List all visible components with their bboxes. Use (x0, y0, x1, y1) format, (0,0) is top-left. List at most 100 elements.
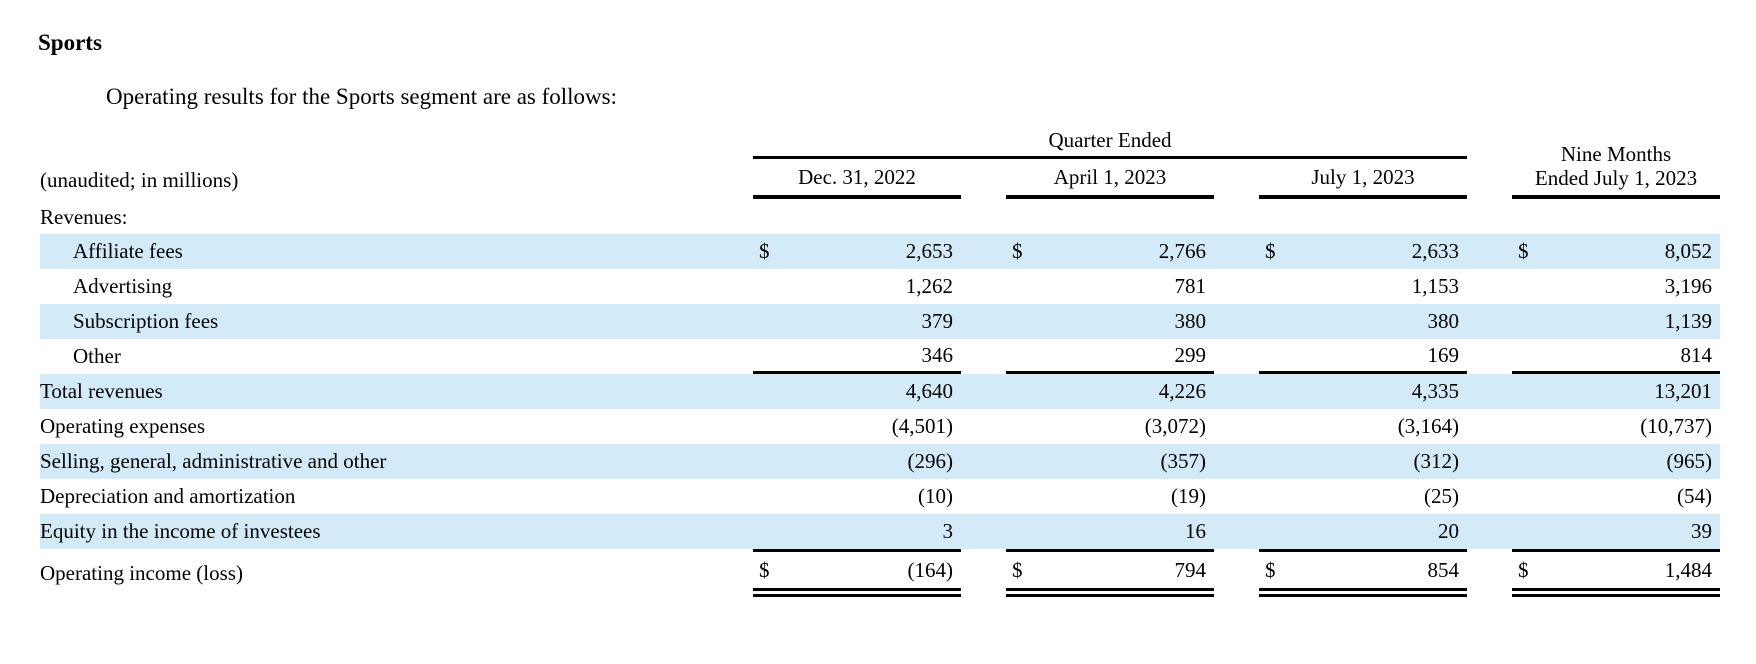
value-cell-group: 3,196 (1512, 269, 1720, 304)
row-label: Advertising (73, 274, 173, 298)
table-row: Advertising 1,262 781 1,153 3,196 (40, 269, 1720, 304)
value-cell-group: $1,484 (1512, 549, 1720, 597)
cell-value: (54) (1677, 484, 1712, 508)
value-cell-group: (25) (1259, 479, 1467, 514)
table-row: Affiliate fees $2,653 $2,766 $2,633 $8,052 (40, 234, 1720, 269)
quarter-ended-group: Quarter Ended Dec. 31, 2022 April 1, 202… (753, 128, 1467, 199)
cell-value: 1,484 (1664, 557, 1712, 582)
row-label: Depreciation and amortization (40, 484, 296, 508)
cell-value: 4,335 (1411, 379, 1459, 403)
cell-value: 380 (1174, 309, 1207, 333)
currency-symbol: $ (1012, 557, 1023, 582)
value-cell-group: $794 (1006, 549, 1214, 597)
currency-symbol: $ (1518, 557, 1529, 582)
cell-value: 4,640 (905, 379, 953, 403)
column-header-nine-months: Nine Months Ended July 1, 2023 (1512, 142, 1720, 199)
row-label: Other (73, 344, 121, 368)
row-label: Total revenues (40, 379, 163, 403)
row-label: Selling, general, administrative and oth… (40, 449, 387, 473)
cell-value: 16 (1185, 519, 1206, 543)
cell-value: 8,052 (1664, 239, 1712, 263)
table-row: Depreciation and amortization (10) (19) (25… (40, 479, 1720, 514)
cell-value: (3,072) (1144, 414, 1206, 438)
cell-value: 2,766 (1158, 239, 1206, 263)
value-cell-group: $2,766 (1006, 234, 1214, 269)
cell-value: (10,737) (1640, 414, 1712, 438)
cell-value: (357) (1160, 449, 1207, 473)
value-cell-group: (357) (1006, 444, 1214, 479)
value-cell-group: (10) (753, 479, 961, 514)
cell-value: (19) (1171, 484, 1206, 508)
cell-value: 2,633 (1411, 239, 1459, 263)
value-cell-group: 299 (1006, 339, 1214, 374)
value-cell-group: 346 (753, 339, 961, 374)
cell-value: 169 (1427, 342, 1460, 367)
cell-value: (25) (1424, 484, 1459, 508)
value-cell-group: $854 (1259, 549, 1467, 597)
value-cell-group: 39 (1512, 514, 1720, 549)
row-label: Affiliate fees (73, 239, 183, 263)
table-body: Affiliate fees $2,653 $2,766 $2,633 $8,052 Ad… (40, 234, 1720, 597)
cell-value: 13,201 (1654, 379, 1712, 403)
column-header-q3: July 1, 2023 (1259, 165, 1467, 199)
quarter-date-headers: Dec. 31, 2022 April 1, 2023 July 1, 2023 (753, 165, 1467, 199)
segment-heading: Sports (38, 30, 102, 55)
value-cell-group: $2,633 (1259, 234, 1467, 269)
cell-value: (296) (907, 449, 954, 473)
value-cell-group: 169 (1259, 339, 1467, 374)
value-cell-group: (54) (1512, 479, 1720, 514)
currency-symbol: $ (759, 239, 770, 263)
value-cell-group: 1,153 (1259, 269, 1467, 304)
nine-months-line1: Nine Months (1560, 141, 1672, 166)
cell-value: 1,262 (905, 274, 953, 298)
value-cell-group: 4,640 (753, 374, 961, 409)
table-row: Operating income (loss) $ (164) $794 $854 $1,… (40, 549, 1720, 597)
value-cell-group: 4,226 (1006, 374, 1214, 409)
currency-symbol: $ (1518, 239, 1529, 263)
table-row: Subscription fees 379 380 380 1,139 (40, 304, 1720, 339)
quarter-ended-label: Quarter Ended (753, 128, 1467, 159)
value-cell-group: 1,262 (753, 269, 961, 304)
row-label: Subscription fees (73, 309, 219, 333)
intro-text: Operating results for the Sports segment… (106, 84, 617, 109)
value-cell-group: 13,201 (1512, 374, 1720, 409)
section-label: Revenues: (40, 205, 128, 229)
value-cell-group: 1,139 (1512, 304, 1720, 339)
value-cell-group: (10,737) (1512, 409, 1720, 444)
value-cell-group: 814 (1512, 339, 1720, 374)
cell-value: (965) (1666, 449, 1713, 473)
cell-value: (4,501) (891, 414, 953, 438)
value-cell-group: (19) (1006, 479, 1214, 514)
value-cell-group: $2,653 (753, 234, 961, 269)
cell-value: 814 (1680, 342, 1713, 367)
cell-value: 1,153 (1411, 274, 1459, 298)
table-header: (unaudited; in millions) Quarter Ended D… (40, 128, 1720, 199)
value-cell-group: 16 (1006, 514, 1214, 549)
value-cell-group: (312) (1259, 444, 1467, 479)
value-cell-group: 4,335 (1259, 374, 1467, 409)
section-row: Revenues: (40, 201, 1720, 234)
financial-table: (unaudited; in millions) Quarter Ended D… (40, 128, 1720, 597)
column-header-q2: April 1, 2023 (1006, 165, 1214, 199)
cell-value: 3,196 (1664, 274, 1712, 298)
cell-value: 1,139 (1664, 309, 1712, 333)
cell-value: 2,653 (905, 239, 953, 263)
currency-symbol: $ (1265, 239, 1276, 263)
row-label: Operating income (loss) (40, 560, 243, 585)
cell-value: 346 (921, 342, 954, 367)
table-row: Other 346 299 169 814 (40, 339, 1720, 374)
table-row: Operating expenses (4,501) (3,072) (3,164) (… (40, 409, 1720, 444)
value-cell-group: (296) (753, 444, 961, 479)
value-cell-group: $ (164) (753, 549, 961, 597)
cell-value: 781 (1174, 274, 1207, 298)
value-cell-group: (965) (1512, 444, 1720, 479)
table-row: Total revenues 4,640 4,226 4,335 13,201 (40, 374, 1720, 409)
cell-value: 854 (1427, 557, 1460, 582)
currency-symbol: $ (759, 557, 770, 582)
value-cell-group: (3,164) (1259, 409, 1467, 444)
table-row: Selling, general, administrative and oth… (40, 444, 1720, 479)
currency-symbol: $ (1265, 557, 1276, 582)
cell-value: (312) (1413, 449, 1460, 473)
value-cell-group: (3,072) (1006, 409, 1214, 444)
